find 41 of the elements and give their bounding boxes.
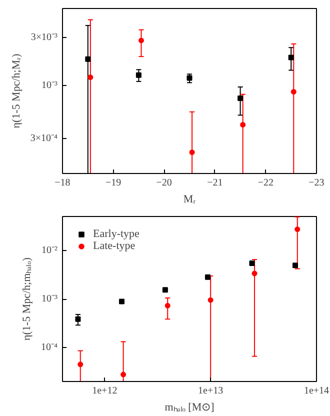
y-tick-label: 10⁻⁴ (41, 342, 58, 354)
x-tick-label: −18 (54, 178, 70, 188)
point (290, 89, 296, 94)
x-axis-title: Mᵣ (183, 194, 196, 206)
point (208, 297, 214, 303)
x-tick-label: −20 (156, 178, 172, 188)
y-tick-label: 3×10⁻³ (30, 32, 58, 43)
y-tick-label: 3×10⁻⁴ (30, 132, 58, 144)
x-tick-label: 1e+12 (92, 386, 118, 396)
x-tick-label: −21 (207, 178, 223, 188)
point (294, 226, 300, 232)
y-axis-title: η(1-5 Mpc/h;mₕₐₗₒ) (21, 257, 34, 340)
x-tick-label: 1e+14 (304, 386, 330, 396)
x-axis-title: mₕₐₗₒ [M⊙] (164, 402, 214, 414)
legend-label: Early-type (93, 228, 140, 240)
point (138, 38, 144, 44)
point (240, 122, 246, 128)
point (249, 260, 255, 266)
legend-label: Late-type (93, 240, 136, 252)
point (88, 74, 94, 80)
y-axis-title: η(1-5 Mpc/h;Mᵣ) (10, 53, 22, 128)
point (292, 262, 298, 268)
point (85, 56, 91, 62)
point (75, 316, 81, 322)
x-tick-label: −19 (105, 178, 122, 188)
x-tick-label: −22 (258, 178, 274, 188)
x-tick-label: −23 (308, 178, 324, 188)
x-tick-label: 1e+13 (198, 386, 224, 396)
point (288, 54, 294, 60)
point (164, 302, 170, 308)
y-tick-label: 10⁻² (42, 244, 58, 256)
point (120, 372, 126, 378)
point (238, 96, 244, 102)
y-tick-label: 10⁻³ (42, 294, 58, 304)
point (78, 362, 84, 368)
y-tick-label: 10⁻³ (42, 80, 58, 92)
point (162, 287, 168, 293)
point (186, 75, 192, 81)
point (136, 72, 142, 78)
point (189, 150, 195, 156)
point (118, 298, 124, 304)
